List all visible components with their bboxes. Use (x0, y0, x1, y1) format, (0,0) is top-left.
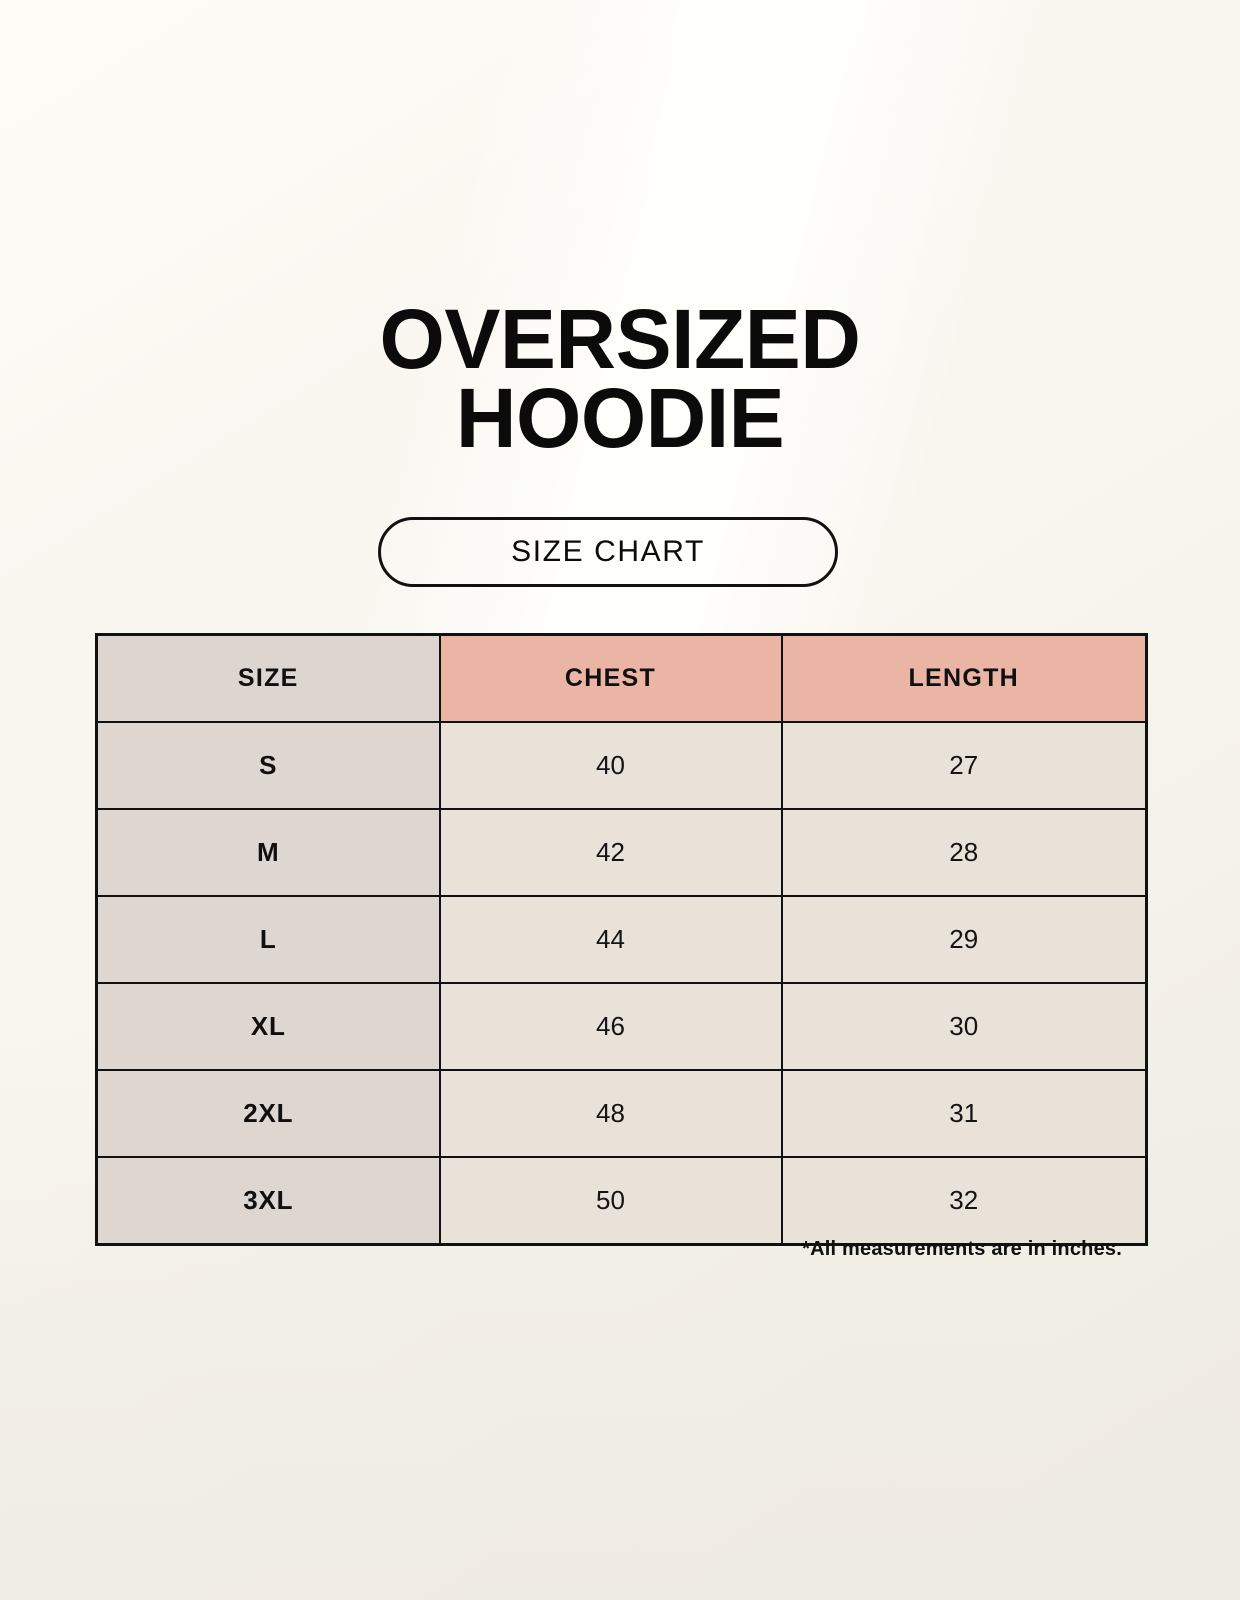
size-chart-badge: SIZE CHART (378, 517, 838, 587)
column-header-size-label: SIZE (237, 664, 299, 692)
cell-length: 29 (780, 895, 1148, 984)
cell-chest: 40 (438, 721, 783, 810)
cell-chest-value: 42 (596, 837, 625, 867)
cell-chest-value: 50 (596, 1185, 625, 1215)
cell-size-label: M (257, 837, 280, 867)
cell-length: 32 (780, 1156, 1148, 1246)
table-row: S 40 27 (95, 721, 1148, 810)
cell-chest: 50 (438, 1156, 783, 1246)
cell-size: 3XL (95, 1156, 441, 1246)
cell-chest-value: 40 (596, 750, 625, 780)
column-header-length: LENGTH (780, 633, 1148, 723)
cell-length-value: 29 (949, 924, 979, 954)
cell-length-value: 28 (949, 837, 979, 867)
cell-chest: 42 (438, 808, 783, 897)
table-row: M 42 28 (95, 808, 1148, 897)
cell-size-label: 3XL (243, 1185, 294, 1215)
cell-size-label: XL (250, 1011, 286, 1041)
table-row: L 44 29 (95, 895, 1148, 984)
cell-size: XL (95, 982, 441, 1071)
column-header-chest: CHEST (438, 633, 783, 723)
cell-length-value: 32 (949, 1185, 979, 1215)
cell-length-value: 27 (949, 750, 979, 780)
cell-size-label: L (259, 924, 277, 954)
cell-chest-value: 44 (596, 924, 625, 954)
table-row: 3XL 50 32 (95, 1156, 1148, 1246)
table-header-row: SIZE CHEST LENGTH (95, 633, 1148, 723)
cell-chest: 44 (438, 895, 783, 984)
cell-size-label: 2XL (243, 1098, 294, 1128)
table-row: XL 46 30 (95, 982, 1148, 1071)
cell-chest-value: 48 (596, 1098, 625, 1128)
cell-length-value: 30 (949, 1011, 979, 1041)
cell-chest: 46 (438, 982, 783, 1071)
size-table-container: SIZE CHEST LENGTH S 40 (95, 633, 1148, 1246)
column-header-chest-label: CHEST (564, 664, 657, 692)
column-header-size: SIZE (95, 633, 441, 723)
cell-length: 31 (780, 1069, 1148, 1158)
cell-size: M (95, 808, 441, 897)
cell-chest: 48 (438, 1069, 783, 1158)
cell-length-value: 31 (949, 1098, 979, 1128)
table-row: 2XL 48 31 (95, 1069, 1148, 1158)
page-title: OVERSIZED HOODIE (379, 292, 861, 465)
size-table-body: S 40 27 M 42 (95, 721, 1148, 1246)
cell-size: L (95, 895, 441, 984)
cell-length: 27 (780, 721, 1148, 810)
header-block: OVERSIZED HOODIE (0, 292, 1240, 465)
measurements-footnote: *All measurements are in inches. (802, 1238, 1122, 1260)
size-table-head: SIZE CHEST LENGTH (95, 633, 1148, 723)
size-chart-badge-label: SIZE CHART (511, 535, 705, 568)
cell-size: S (95, 721, 441, 810)
cell-length: 30 (780, 982, 1148, 1071)
cell-length: 28 (780, 808, 1148, 897)
cell-size: 2XL (95, 1069, 441, 1158)
size-table: SIZE CHEST LENGTH S 40 (95, 633, 1148, 1246)
cell-size-label: S (259, 750, 278, 780)
cell-chest-value: 46 (596, 1011, 625, 1041)
column-header-length-label: LENGTH (908, 664, 1020, 692)
